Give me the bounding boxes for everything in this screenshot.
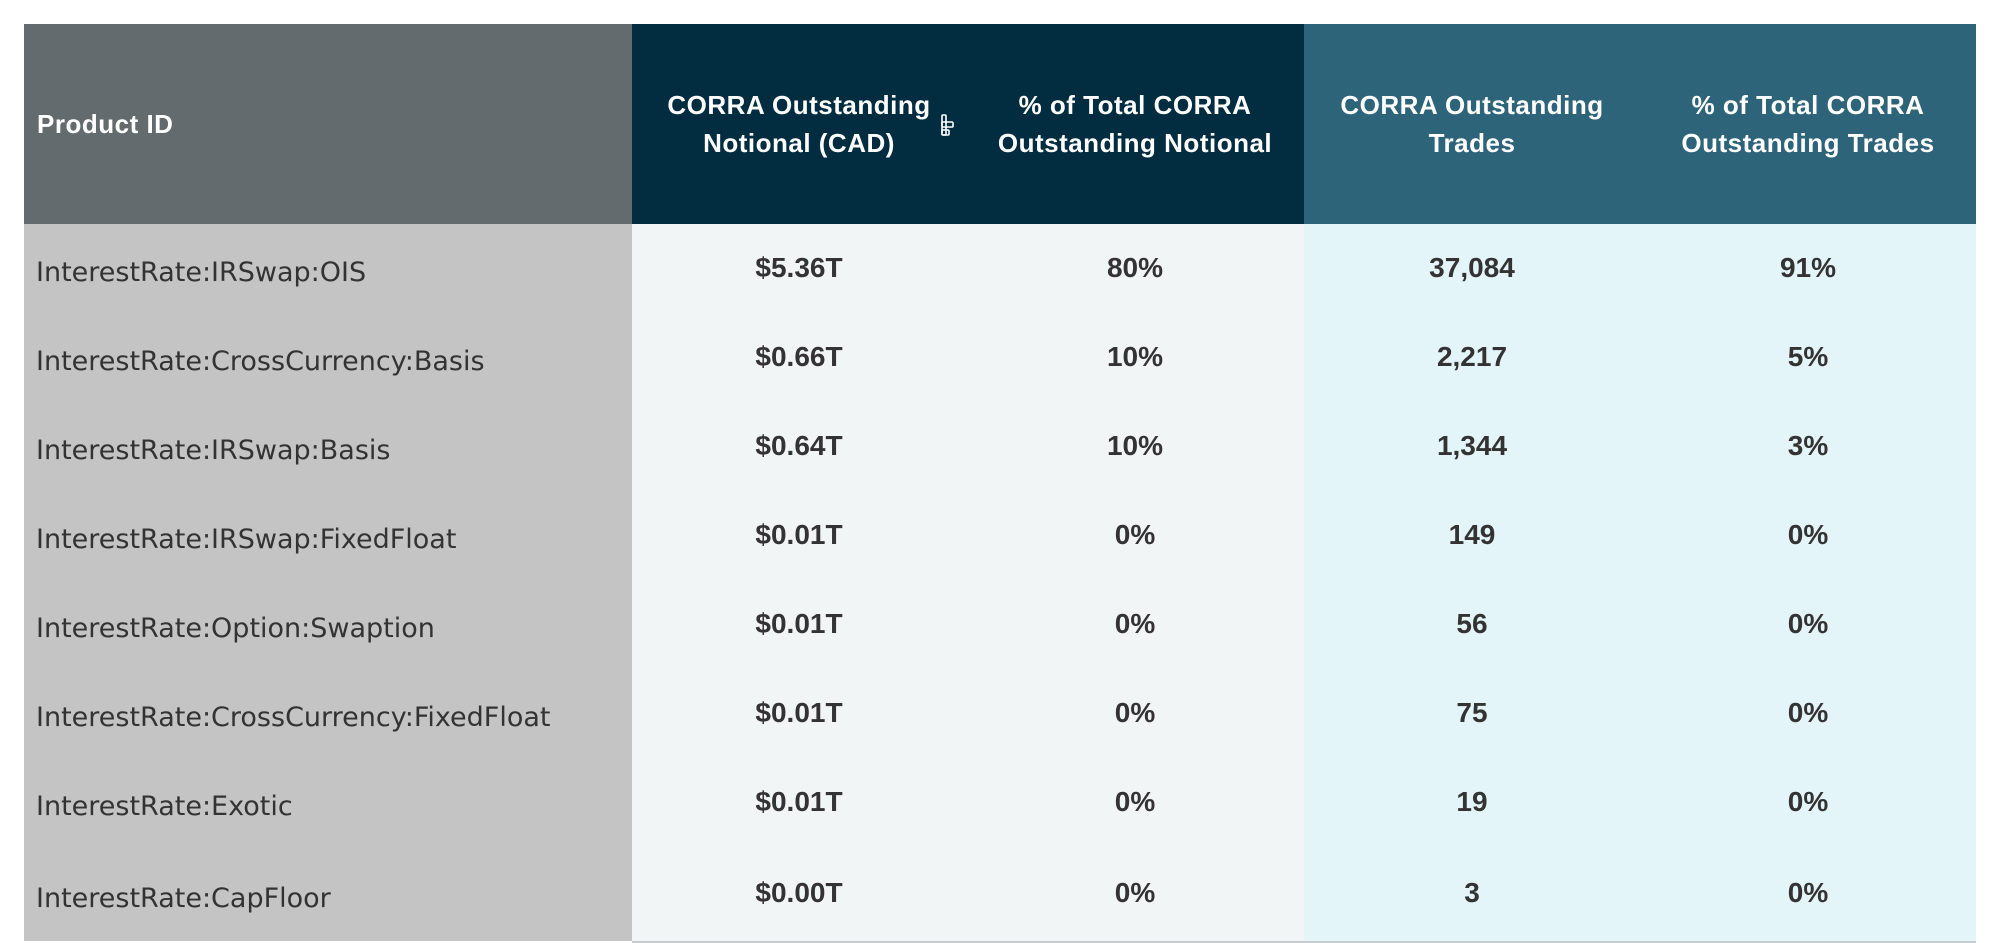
trades-cell: 3 <box>1304 847 1640 941</box>
header-row: Product ID CORRA Outstanding Notional (C… <box>24 24 1976 224</box>
table-row: InterestRate:IRSwap:OIS $5.36T 80% 37,08… <box>24 224 1976 313</box>
trades-cell: 56 <box>1304 580 1640 669</box>
notional-pct-cell: 0% <box>966 669 1304 758</box>
header-label: % of Total CORRA Outstanding Notional <box>997 90 1273 158</box>
notional-cell: $0.01T <box>632 580 966 669</box>
header-outstanding-notional[interactable]: CORRA Outstanding Notional (CAD) <box>632 24 966 224</box>
trades-pct-cell: 0% <box>1640 669 1976 758</box>
notional-pct-cell: 0% <box>966 847 1304 941</box>
trades-cell: 75 <box>1304 669 1640 758</box>
notional-pct-cell: 0% <box>966 491 1304 580</box>
notional-cell: $5.36T <box>632 224 966 313</box>
product-id-cell: InterestRate:CrossCurrency:Basis <box>24 313 632 402</box>
trades-cell: 149 <box>1304 491 1640 580</box>
product-id-cell: InterestRate:Option:Swaption <box>24 580 632 669</box>
product-id-cell: InterestRate:CrossCurrency:FixedFloat <box>24 669 632 758</box>
header-label: % of Total CORRA Outstanding Trades <box>1681 90 1935 158</box>
sort-descending-icon[interactable] <box>940 112 962 138</box>
trades-cell: 19 <box>1304 758 1640 847</box>
table-row: InterestRate:CrossCurrency:Basis $0.66T … <box>24 313 1976 402</box>
header-label: Product ID <box>37 109 174 139</box>
header-pct-outstanding-trades[interactable]: % of Total CORRA Outstanding Trades <box>1640 24 1976 224</box>
header-outstanding-trades[interactable]: CORRA Outstanding Trades <box>1304 24 1640 224</box>
header-label: CORRA Outstanding Trades <box>1340 90 1604 158</box>
header-product-id[interactable]: Product ID <box>24 24 632 224</box>
header-pct-outstanding-notional[interactable]: % of Total CORRA Outstanding Notional <box>966 24 1304 224</box>
product-id-cell: InterestRate:CapFloor <box>24 847 632 941</box>
trades-pct-cell: 91% <box>1640 224 1976 313</box>
notional-cell: $0.01T <box>632 758 966 847</box>
corra-product-table: Product ID CORRA Outstanding Notional (C… <box>24 24 1976 941</box>
notional-pct-cell: 10% <box>966 402 1304 491</box>
trades-cell: 37,084 <box>1304 224 1640 313</box>
notional-cell: $0.01T <box>632 491 966 580</box>
corra-product-table-container: Product ID CORRA Outstanding Notional (C… <box>24 24 1976 943</box>
table-row: InterestRate:IRSwap:Basis $0.64T 10% 1,3… <box>24 402 1976 491</box>
notional-cell: $0.66T <box>632 313 966 402</box>
trades-cell: 1,344 <box>1304 402 1640 491</box>
trades-pct-cell: 0% <box>1640 758 1976 847</box>
table-row: InterestRate:Option:Swaption $0.01T 0% 5… <box>24 580 1976 669</box>
product-id-cell: InterestRate:IRSwap:FixedFloat <box>24 491 632 580</box>
notional-pct-cell: 0% <box>966 580 1304 669</box>
table-row: InterestRate:IRSwap:FixedFloat $0.01T 0%… <box>24 491 1976 580</box>
trades-pct-cell: 0% <box>1640 580 1976 669</box>
trades-pct-cell: 0% <box>1640 847 1976 941</box>
table-row: InterestRate:CrossCurrency:FixedFloat $0… <box>24 669 1976 758</box>
product-id-cell: InterestRate:IRSwap:Basis <box>24 402 632 491</box>
table-row: InterestRate:Exotic $0.01T 0% 19 0% <box>24 758 1976 847</box>
trades-pct-cell: 3% <box>1640 402 1976 491</box>
notional-pct-cell: 80% <box>966 224 1304 313</box>
notional-cell: $0.64T <box>632 402 966 491</box>
notional-pct-cell: 0% <box>966 758 1304 847</box>
product-id-cell: InterestRate:IRSwap:OIS <box>24 224 632 313</box>
trades-pct-cell: 0% <box>1640 491 1976 580</box>
notional-cell: $0.00T <box>632 847 966 941</box>
header-label: CORRA Outstanding Notional (CAD) <box>667 90 931 158</box>
table-row: InterestRate:CapFloor $0.00T 0% 3 0% <box>24 847 1976 941</box>
notional-cell: $0.01T <box>632 669 966 758</box>
trades-pct-cell: 5% <box>1640 313 1976 402</box>
product-id-cell: InterestRate:Exotic <box>24 758 632 847</box>
notional-pct-cell: 10% <box>966 313 1304 402</box>
trades-cell: 2,217 <box>1304 313 1640 402</box>
